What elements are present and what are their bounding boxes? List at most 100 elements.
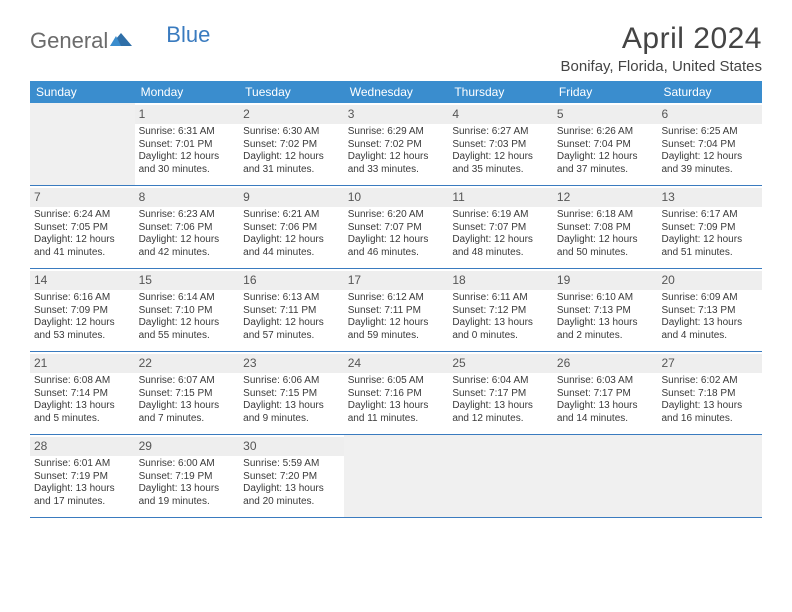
sunset-text: Sunset: 7:14 PM [34,388,131,401]
sunset-text: Sunset: 7:02 PM [243,139,340,152]
daylight-text: Daylight: 12 hours and 39 minutes. [661,151,758,176]
calendar-cell: 6 Sunrise: 6:25 AMSunset: 7:04 PMDaylight… [657,103,762,185]
calendar-cell-empty [553,435,658,517]
day-number: 2 [239,105,344,124]
sunset-text: Sunset: 7:05 PM [34,222,131,235]
sunrise-text: Sunrise: 6:07 AM [139,375,236,388]
daylight-text: Daylight: 13 hours and 9 minutes. [243,400,340,425]
calendar-cell: 11Sunrise: 6:19 AMSunset: 7:07 PMDayligh… [448,186,553,268]
sunrise-text: Sunrise: 6:04 AM [452,375,549,388]
calendar-cell: 12Sunrise: 6:18 AMSunset: 7:08 PMDayligh… [553,186,658,268]
daylight-text: Daylight: 13 hours and 12 minutes. [452,400,549,425]
logo: General Blue [30,22,210,54]
daylight-text: Daylight: 13 hours and 7 minutes. [139,400,236,425]
sunrise-text: Sunrise: 6:12 AM [348,292,445,305]
calendar-cell: 14Sunrise: 6:16 AMSunset: 7:09 PMDayligh… [30,269,135,351]
day-number: 13 [657,188,762,207]
calendar-cell: 22 Sunrise: 6:07 AMSunset: 7:15 PMDayligh… [135,352,240,434]
day-number: 21 [30,354,135,373]
calendar-cell-empty [344,435,449,517]
daylight-text: Daylight: 12 hours and 31 minutes. [243,151,340,176]
sunrise-text: Sunrise: 6:05 AM [348,375,445,388]
sunset-text: Sunset: 7:18 PM [661,388,758,401]
sunrise-text: Sunrise: 6:06 AM [243,375,340,388]
calendar-cell: 26Sunrise: 6:03 AMSunset: 7:17 PMDayligh… [553,352,658,434]
calendar-cell: 8Sunrise: 6:23 AMSunset: 7:06 PMDaylight… [135,186,240,268]
sunset-text: Sunset: 7:09 PM [661,222,758,235]
calendar-cell: 30Sunrise: 5:59 AMSunset: 7:20 PMDayligh… [239,435,344,517]
calendar-cell: 29Sunrise: 6:00 AMSunset: 7:19 PMDayligh… [135,435,240,517]
daylight-text: Daylight: 12 hours and 42 minutes. [139,234,236,259]
sunset-text: Sunset: 7:15 PM [139,388,236,401]
calendar-cell-empty [657,435,762,517]
day-number: 6 [657,105,762,124]
day-number: 27 [657,354,762,373]
day-number: 22 [135,354,240,373]
sunset-text: Sunset: 7:06 PM [139,222,236,235]
daylight-text: Daylight: 12 hours and 53 minutes. [34,317,131,342]
day-number: 20 [657,271,762,290]
day-number: 11 [448,188,553,207]
calendar: SundayMondayTuesdayWednesdayThursdayFrid… [30,81,762,518]
day-number: 16 [239,271,344,290]
sunset-text: Sunset: 7:01 PM [139,139,236,152]
day-header-tuesday: Tuesday [239,81,344,103]
sunset-text: Sunset: 7:07 PM [348,222,445,235]
day-number: 4 [448,105,553,124]
logo-text-gray: General [30,28,108,54]
sunset-text: Sunset: 7:04 PM [661,139,758,152]
calendar-row: 1Sunrise: 6:31 AMSunset: 7:01 PMDaylight… [30,103,762,186]
sunrise-text: Sunrise: 6:14 AM [139,292,236,305]
calendar-cell: 27Sunrise: 6:02 AMSunset: 7:18 PMDayligh… [657,352,762,434]
sunrise-text: Sunrise: 6:02 AM [661,375,758,388]
sunset-text: Sunset: 7:19 PM [34,471,131,484]
logo-text-blue: Blue [166,22,210,48]
sunrise-text: Sunrise: 6:25 AM [661,126,758,139]
daylight-text: Daylight: 12 hours and 59 minutes. [348,317,445,342]
calendar-cell: 23Sunrise: 6:06 AMSunset: 7:15 PMDayligh… [239,352,344,434]
daylight-text: Daylight: 12 hours and 37 minutes. [557,151,654,176]
daylight-text: Daylight: 13 hours and 5 minutes. [34,400,131,425]
sunrise-text: Sunrise: 6:01 AM [34,458,131,471]
calendar-cell: 17Sunrise: 6:12 AMSunset: 7:11 PMDayligh… [344,269,449,351]
calendar-cell: 7Sunrise: 6:24 AMSunset: 7:05 PMDaylight… [30,186,135,268]
calendar-row: 7Sunrise: 6:24 AMSunset: 7:05 PMDaylight… [30,186,762,269]
daylight-text: Daylight: 12 hours and 57 minutes. [243,317,340,342]
sunrise-text: Sunrise: 6:27 AM [452,126,549,139]
daylight-text: Daylight: 12 hours and 41 minutes. [34,234,131,259]
calendar-cell: 3Sunrise: 6:29 AMSunset: 7:02 PMDaylight… [344,103,449,185]
day-header-sunday: Sunday [30,81,135,103]
sunset-text: Sunset: 7:10 PM [139,305,236,318]
calendar-row: 28 Sunrise: 6:01 AMSunset: 7:19 PM Dayligh… [30,435,762,518]
day-number: 3 [344,105,449,124]
month-title: April 2024 [561,22,763,56]
daylight-text: Daylight: 13 hours and 4 minutes. [661,317,758,342]
sunset-text: Sunset: 7:11 PM [243,305,340,318]
day-header-thursday: Thursday [448,81,553,103]
day-number: 17 [344,271,449,290]
sunrise-text: Sunrise: 6:29 AM [348,126,445,139]
sunrise-text: Sunrise: 6:18 AM [557,209,654,222]
sunrise-text: Sunrise: 6:09 AM [661,292,758,305]
calendar-cell: 19Sunrise: 6:10 AMSunset: 7:13 PMDayligh… [553,269,658,351]
calendar-cell: 24Sunrise: 6:05 AMSunset: 7:16 PMDayligh… [344,352,449,434]
daylight-text: Daylight: 13 hours and 19 minutes. [139,483,236,508]
daylight-text: Daylight: 12 hours and 33 minutes. [348,151,445,176]
day-number: 9 [239,188,344,207]
sunrise-text: Sunrise: 6:23 AM [139,209,236,222]
day-number: 10 [344,188,449,207]
sunset-text: Sunset: 7:17 PM [557,388,654,401]
calendar-cell: 28Sunrise: 6:01 AMSunset: 7:19 PMDayligh… [30,435,135,517]
sunrise-text: Sunrise: 6:13 AM [243,292,340,305]
sunrise-text: Sunrise: 6:10 AM [557,292,654,305]
day-header-saturday: Saturday [657,81,762,103]
calendar-cell: 9Sunrise: 6:21 AMSunset: 7:06 PMDaylight… [239,186,344,268]
calendar-row: 14Sunrise: 6:16 AMSunset: 7:09 PMDayligh… [30,269,762,352]
sunset-text: Sunset: 7:08 PM [557,222,654,235]
calendar-row: 21Sunrise: 6:08 AMSunset: 7:14 PMDayligh… [30,352,762,435]
sunrise-text: Sunrise: 6:19 AM [452,209,549,222]
day-number: 23 [239,354,344,373]
calendar-cell: 20Sunrise: 6:09 AMSunset: 7:13 PMDayligh… [657,269,762,351]
day-number: 28 [30,437,135,456]
sunset-text: Sunset: 7:17 PM [452,388,549,401]
